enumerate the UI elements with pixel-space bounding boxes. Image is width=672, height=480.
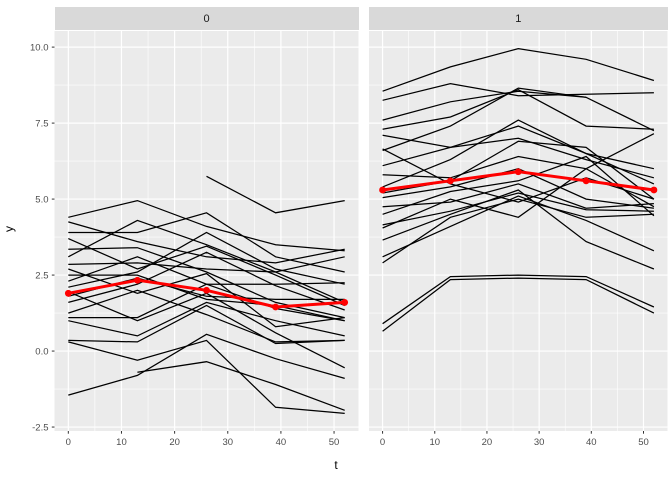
facet-strip-1: 1 — [369, 7, 668, 30]
trajectory-line — [68, 251, 345, 311]
y-tick-label: 7.5 — [35, 119, 48, 130]
mean-point — [64, 289, 72, 297]
trajectory-line — [382, 155, 655, 217]
mean-point — [134, 276, 141, 284]
trajectory-line — [206, 175, 345, 214]
trajectory-line — [382, 119, 655, 188]
trajectory-line — [68, 304, 345, 345]
y-tick-label: 0.0 — [35, 347, 48, 358]
y-tick-label: 2.5 — [35, 271, 48, 282]
mean-point — [650, 186, 658, 194]
trajectory-line — [68, 199, 345, 252]
y-tick-label: 5.0 — [35, 195, 48, 206]
trajectory-line — [68, 238, 345, 307]
trajectory-line — [68, 221, 345, 264]
panel-background — [54, 31, 359, 431]
panel-background — [369, 31, 668, 431]
trajectory-line — [382, 47, 655, 92]
trajectory-line — [382, 87, 655, 152]
x-tick-label: 10 — [116, 437, 127, 448]
x-tick-label: 0 — [380, 437, 385, 448]
trajectory-line — [68, 283, 345, 322]
mean-point — [514, 168, 522, 176]
trajectory-line — [68, 219, 345, 273]
x-tick-label: 20 — [482, 437, 493, 448]
trajectory-line — [68, 333, 345, 396]
mean-point — [341, 299, 349, 306]
facet-strip-1-label: 1 — [515, 12, 522, 25]
trajectory-line — [68, 231, 345, 288]
y-tick-label: 10.0 — [30, 43, 49, 54]
x-tick-label: 10 — [429, 437, 440, 448]
trajectory-line — [382, 125, 655, 170]
mean-point — [447, 177, 454, 185]
trajectory-line — [382, 274, 655, 325]
x-tick-label: 40 — [586, 437, 597, 448]
x-tick-label: 40 — [276, 437, 287, 448]
x-tick-label: 30 — [222, 437, 233, 448]
facet-strip-0: 0 — [54, 7, 359, 30]
x-tick-label: 50 — [329, 437, 340, 448]
mean-point — [582, 177, 590, 185]
trajectory-line — [68, 289, 345, 343]
trajectory-line — [68, 262, 345, 303]
trajectory-line — [382, 133, 655, 179]
trajectory-line — [382, 189, 655, 270]
trajectory-line — [382, 192, 654, 226]
x-axis-title: t — [334, 458, 338, 472]
x-tick-label: 50 — [638, 437, 649, 448]
trajectory-line — [382, 198, 654, 264]
mean-point — [272, 303, 279, 311]
trajectory-line — [382, 277, 655, 332]
trajectory-line — [68, 301, 345, 337]
trajectory-line — [68, 274, 345, 322]
trajectory-line — [382, 89, 654, 130]
trajectory-line — [68, 339, 345, 415]
trajectory-line — [382, 167, 655, 229]
mean-point — [203, 286, 210, 294]
trajectory-line — [382, 137, 655, 179]
x-tick-label: 30 — [534, 437, 545, 448]
facet-strip-0-label: 0 — [203, 12, 210, 25]
x-tick-label: 20 — [169, 437, 180, 448]
trajectory-line — [382, 90, 587, 121]
trajectory-line — [382, 82, 654, 101]
trajectory-line — [137, 361, 345, 411]
trajectory-line — [68, 247, 345, 319]
mean-point — [379, 186, 386, 194]
trajectory-line — [382, 195, 655, 258]
y-tick-label: -2.5 — [32, 423, 48, 434]
x-tick-label: 0 — [66, 437, 71, 448]
y-axis-title: y — [2, 226, 16, 232]
trajectory-line — [382, 183, 654, 209]
